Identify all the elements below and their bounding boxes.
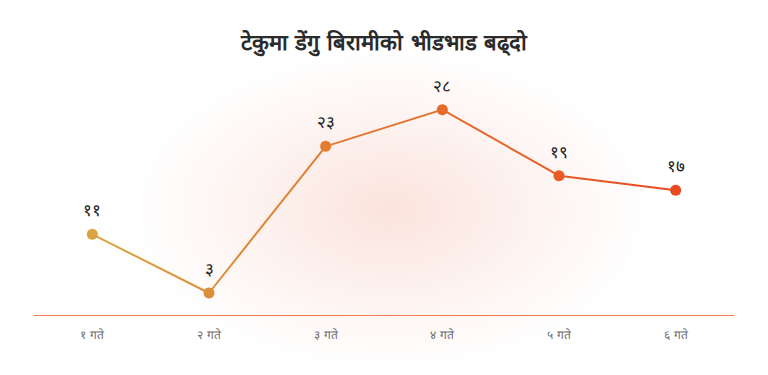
svg-text:२३: २३ <box>317 112 335 132</box>
svg-text:६ गते: ६ गते <box>664 328 689 342</box>
svg-text:१ गते: १ गते <box>80 328 105 342</box>
svg-text:२ गते: २ गते <box>197 328 222 342</box>
svg-text:१७: १७ <box>667 156 685 176</box>
svg-text:३ गते: ३ गते <box>314 328 339 342</box>
svg-text:४ गते: ४ गते <box>430 328 455 342</box>
svg-text:११: ११ <box>83 200 101 220</box>
svg-text:टेकुमा डेंगु बिरामीको भीडभाड ब: टेकुमा डेंगु बिरामीको भीडभाड बढ्दो <box>240 29 529 57</box>
svg-text:५ गते: ५ गते <box>547 328 572 342</box>
svg-text:२८: २८ <box>433 76 451 96</box>
svg-text:१९: १९ <box>550 142 568 162</box>
svg-text:३: ३ <box>205 259 214 279</box>
